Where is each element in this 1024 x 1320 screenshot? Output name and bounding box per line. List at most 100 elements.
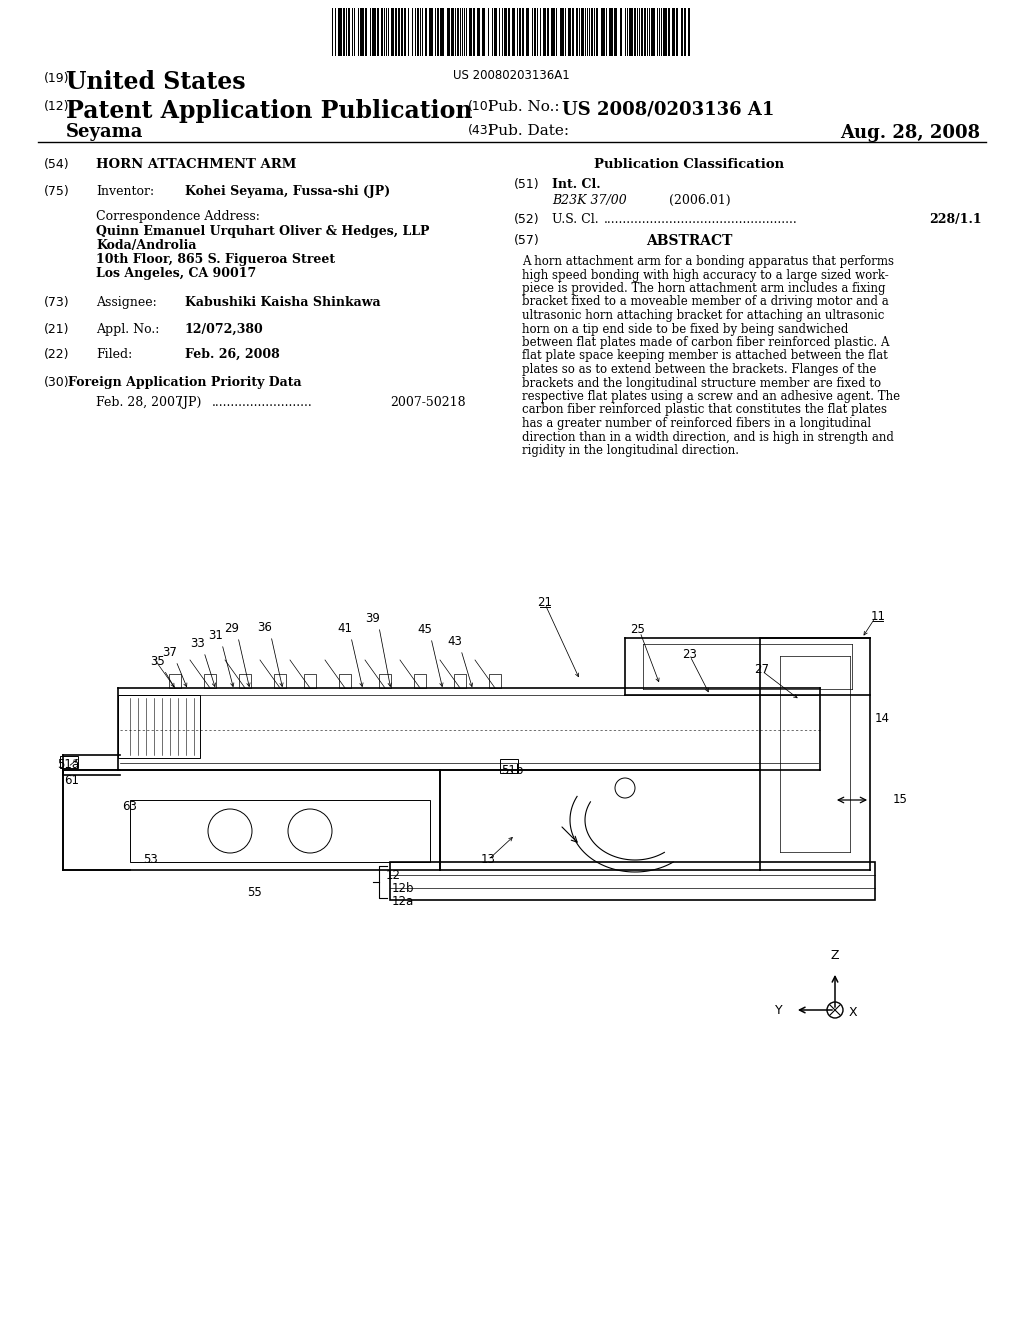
Bar xyxy=(601,8,605,55)
Bar xyxy=(581,8,584,55)
Text: ..................................................: ........................................… xyxy=(604,213,798,226)
Bar xyxy=(644,8,646,55)
Text: has a greater number of reinforced fibers in a longitudinal: has a greater number of reinforced fiber… xyxy=(522,417,871,430)
Text: 14: 14 xyxy=(874,711,890,725)
Text: carbon fiber reinforced plastic that constitutes the flat plates: carbon fiber reinforced plastic that con… xyxy=(522,404,887,417)
Text: 36: 36 xyxy=(258,620,272,634)
Bar xyxy=(473,8,475,55)
Text: 15: 15 xyxy=(893,793,907,807)
Bar xyxy=(440,8,444,55)
Text: 63: 63 xyxy=(123,800,137,813)
Bar xyxy=(390,862,874,900)
Text: piece is provided. The horn attachment arm includes a fixing: piece is provided. The horn attachment a… xyxy=(522,282,886,294)
Bar xyxy=(365,8,367,55)
Bar xyxy=(482,8,485,55)
Text: (19): (19) xyxy=(44,73,70,84)
Bar xyxy=(414,675,426,688)
Text: Assignee:: Assignee: xyxy=(96,296,157,309)
Bar xyxy=(676,8,678,55)
Text: Z: Z xyxy=(830,949,840,962)
Text: 31: 31 xyxy=(209,630,223,642)
Bar xyxy=(560,8,564,55)
Text: Filed:: Filed: xyxy=(96,348,132,360)
Text: (30): (30) xyxy=(44,376,70,389)
Text: 12a: 12a xyxy=(392,895,414,908)
Bar xyxy=(372,8,376,55)
Bar xyxy=(512,8,515,55)
Bar xyxy=(620,8,622,55)
Text: United States: United States xyxy=(66,70,246,94)
Text: 55: 55 xyxy=(248,886,262,899)
Text: between flat plates made of carbon fiber reinforced plastic. A: between flat plates made of carbon fiber… xyxy=(522,337,890,348)
Text: 37: 37 xyxy=(163,645,177,659)
Bar xyxy=(437,8,439,55)
Bar xyxy=(494,8,497,55)
Text: (52): (52) xyxy=(514,213,540,226)
Bar xyxy=(489,675,501,688)
Text: US 2008/0203136 A1: US 2008/0203136 A1 xyxy=(562,100,774,117)
Text: 45: 45 xyxy=(418,623,432,636)
Text: 13: 13 xyxy=(480,853,496,866)
Bar xyxy=(60,756,78,768)
Text: (22): (22) xyxy=(44,348,70,360)
Bar xyxy=(404,8,406,55)
Text: Pub. Date:: Pub. Date: xyxy=(488,124,569,139)
Bar xyxy=(572,8,574,55)
Bar xyxy=(274,675,286,688)
Text: (75): (75) xyxy=(44,185,70,198)
Text: 12/072,380: 12/072,380 xyxy=(185,323,264,337)
Bar xyxy=(575,8,578,55)
Text: plates so as to extend between the brackets. Flanges of the: plates so as to extend between the brack… xyxy=(522,363,877,376)
Text: 33: 33 xyxy=(190,638,206,649)
Text: Publication Classification: Publication Classification xyxy=(594,158,784,172)
Text: 53: 53 xyxy=(142,853,158,866)
Text: (12): (12) xyxy=(44,100,70,114)
Bar xyxy=(663,8,667,55)
Bar xyxy=(504,8,507,55)
Bar xyxy=(629,8,633,55)
Bar xyxy=(591,8,593,55)
Bar xyxy=(343,8,345,55)
Text: direction than in a width direction, and is high in strength and: direction than in a width direction, and… xyxy=(522,430,894,444)
Text: (JP): (JP) xyxy=(178,396,202,409)
Text: 2007-50218: 2007-50218 xyxy=(390,396,466,409)
Text: U.S. Cl.: U.S. Cl. xyxy=(552,213,599,226)
Bar xyxy=(634,8,636,55)
Bar xyxy=(614,8,617,55)
Text: 228/1.1: 228/1.1 xyxy=(930,213,982,226)
Text: 25: 25 xyxy=(631,623,645,636)
Bar xyxy=(522,8,524,55)
Bar xyxy=(681,8,683,55)
Bar xyxy=(534,8,536,55)
Text: 41: 41 xyxy=(338,622,352,635)
Bar xyxy=(551,8,555,55)
Bar xyxy=(377,8,379,55)
Bar xyxy=(500,759,518,774)
Text: Aug. 28, 2008: Aug. 28, 2008 xyxy=(840,124,980,143)
Text: (43): (43) xyxy=(468,124,494,137)
Text: (2006.01): (2006.01) xyxy=(669,194,731,207)
Text: brackets and the longitudinal structure member are fixed to: brackets and the longitudinal structure … xyxy=(522,376,881,389)
Text: 39: 39 xyxy=(366,612,381,624)
Text: Seyama: Seyama xyxy=(66,123,143,141)
Text: (73): (73) xyxy=(44,296,70,309)
Bar xyxy=(688,8,690,55)
Text: Int. Cl.: Int. Cl. xyxy=(552,178,601,191)
Bar xyxy=(381,8,383,55)
Text: 61: 61 xyxy=(65,774,80,787)
Text: bracket fixed to a moveable member of a driving motor and a: bracket fixed to a moveable member of a … xyxy=(522,296,889,309)
Bar xyxy=(339,675,351,688)
Text: 35: 35 xyxy=(151,655,165,668)
Bar xyxy=(672,8,675,55)
Bar xyxy=(596,8,598,55)
Bar xyxy=(519,8,521,55)
Bar xyxy=(398,8,400,55)
Bar xyxy=(429,8,433,55)
Text: Pub. No.:: Pub. No.: xyxy=(488,100,560,114)
Bar xyxy=(348,8,350,55)
Text: 21: 21 xyxy=(538,597,553,609)
Bar xyxy=(395,8,397,55)
Text: rigidity in the longitudinal direction.: rigidity in the longitudinal direction. xyxy=(522,444,739,457)
Text: horn on a tip end side to be fixed by being sandwiched: horn on a tip end side to be fixed by be… xyxy=(522,322,848,335)
Text: (10): (10) xyxy=(468,100,494,114)
